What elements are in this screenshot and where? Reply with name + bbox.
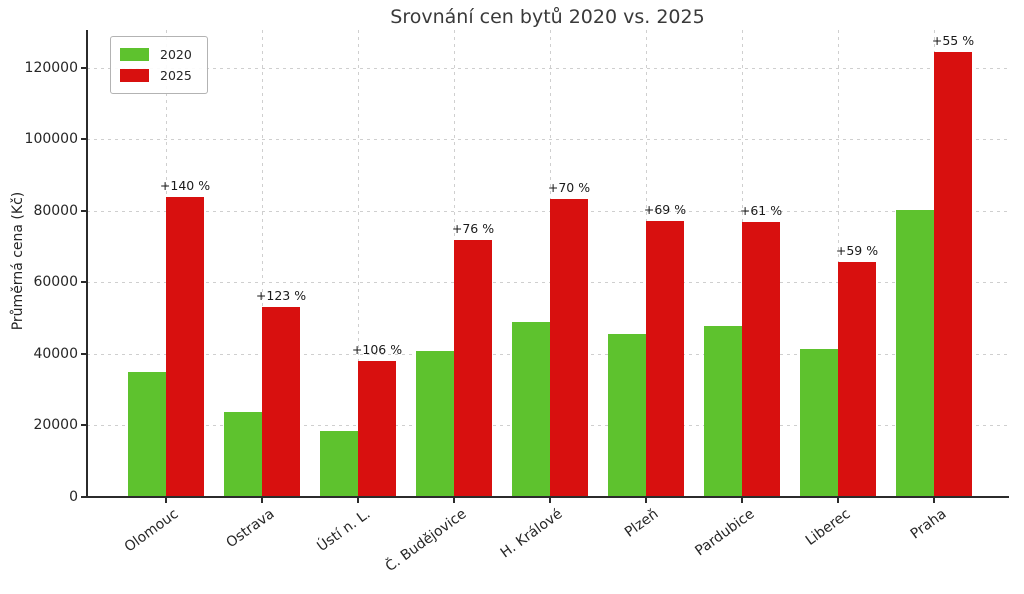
y-tick-label: 60000 <box>33 274 78 291</box>
pct-change-annotation: +106 % <box>351 342 403 358</box>
gridline-vertical <box>358 30 359 497</box>
bar-2025-Pardubice <box>742 222 780 497</box>
y-tick-label: 80000 <box>33 202 78 219</box>
y-tick-label: 0 <box>69 489 78 505</box>
gridline-horizontal <box>87 210 1008 212</box>
bar-2020-Liberec <box>800 348 838 497</box>
y-axis-spine <box>86 30 88 498</box>
y-tick-mark <box>81 138 86 141</box>
legend: 2020 2025 <box>110 36 208 94</box>
gridline-horizontal <box>87 67 1008 69</box>
x-tick-mark <box>741 498 743 503</box>
gridline-horizontal <box>87 282 1008 284</box>
legend-item-2025: 2025 <box>120 65 192 86</box>
x-tick-mark <box>357 498 359 503</box>
y-tick-mark <box>81 496 86 498</box>
chart-title: Srovnání cen bytů 2020 vs. 2025 <box>390 6 705 28</box>
legend-label-2020: 2020 <box>160 47 192 62</box>
x-tick-mark <box>261 498 263 503</box>
pct-change-annotation: +69 % <box>643 202 687 218</box>
y-tick-mark <box>81 352 86 355</box>
pct-change-annotation: +55 % <box>931 32 975 48</box>
bar-2025-Ústí n. L. <box>358 361 396 497</box>
pct-change-annotation: +59 % <box>835 242 879 258</box>
pct-change-annotation: +61 % <box>739 203 783 219</box>
bar-2020-Olomouc <box>128 371 166 497</box>
bar-2020-Praha <box>896 209 934 497</box>
x-tick-mark <box>549 498 551 503</box>
x-tick-mark <box>645 498 647 503</box>
bar-2020-Plzeň <box>608 333 646 497</box>
x-axis-spine <box>86 496 1009 498</box>
y-tick-label: 120000 <box>24 59 78 76</box>
x-tick-mark <box>165 498 167 503</box>
pct-change-annotation: +140 % <box>159 177 211 193</box>
legend-label-2025: 2025 <box>160 68 192 83</box>
y-tick-mark <box>81 209 86 212</box>
legend-swatch-2020 <box>120 48 149 61</box>
bar-2025-Olomouc <box>166 196 204 497</box>
y-tick-label: 40000 <box>33 345 78 362</box>
x-tick-label: Olomouc <box>121 506 182 556</box>
bar-2025-Č. Budějovice <box>454 240 492 497</box>
bar-2020-H. Králové <box>512 321 550 497</box>
bar-2025-H. Králové <box>550 199 588 497</box>
y-tick-mark <box>81 66 86 69</box>
pct-change-annotation: +70 % <box>547 180 591 196</box>
y-tick-mark <box>81 424 86 427</box>
y-tick-label: 100000 <box>24 131 78 148</box>
gridline-vertical <box>262 30 263 497</box>
bar-2020-Ústí n. L. <box>320 431 358 497</box>
x-tick-mark <box>837 498 839 503</box>
legend-swatch-2025 <box>120 69 149 82</box>
pct-change-annotation: +123 % <box>255 288 307 304</box>
bar-2020-Ostrava <box>224 411 262 497</box>
x-tick-mark <box>933 498 935 503</box>
y-tick-label: 20000 <box>33 417 78 434</box>
bar-2025-Liberec <box>838 261 876 497</box>
bar-2025-Ostrava <box>262 307 300 497</box>
bar-2020-Č. Budějovice <box>416 351 454 497</box>
y-tick-mark <box>81 281 86 284</box>
gridline-horizontal <box>87 139 1008 141</box>
bar-2025-Praha <box>934 51 972 497</box>
x-tick-mark <box>453 498 455 503</box>
pct-change-annotation: +76 % <box>451 221 495 237</box>
bar-2025-Plzeň <box>646 221 684 497</box>
bar-2020-Pardubice <box>704 326 742 497</box>
legend-item-2020: 2020 <box>120 44 192 65</box>
